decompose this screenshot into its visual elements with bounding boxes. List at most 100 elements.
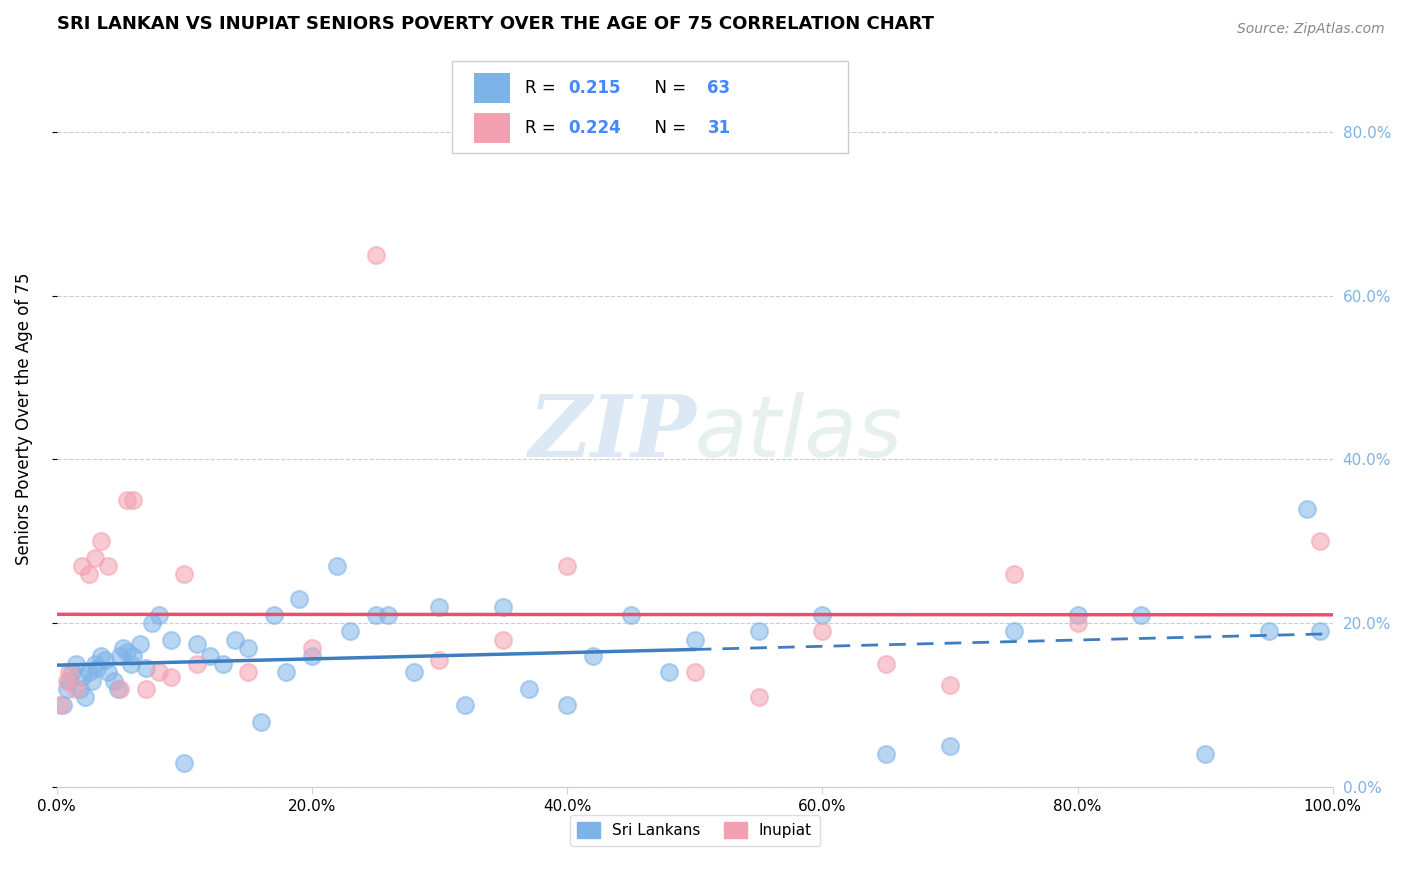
Text: ZIP: ZIP	[529, 392, 696, 475]
Point	[77, 665, 100, 680]
Point	[60, 665, 83, 680]
Point	[492, 599, 515, 614]
Point	[186, 657, 208, 672]
Text: N =: N =	[644, 79, 690, 97]
Point	[875, 747, 897, 762]
Point	[83, 550, 105, 565]
Point	[1296, 501, 1319, 516]
Point	[1002, 624, 1025, 639]
Point	[1309, 534, 1331, 549]
Point	[115, 645, 138, 659]
Point	[94, 653, 117, 667]
Point	[58, 673, 80, 688]
Point	[454, 698, 477, 713]
Point	[555, 698, 578, 713]
Point	[97, 558, 120, 573]
Point	[49, 698, 72, 713]
Point	[364, 247, 387, 261]
Point	[939, 678, 962, 692]
Point	[122, 493, 145, 508]
Point	[115, 493, 138, 508]
Point	[69, 681, 91, 696]
Point	[683, 632, 706, 647]
Point	[301, 648, 323, 663]
Point	[103, 673, 125, 688]
Text: 63: 63	[707, 79, 731, 97]
Point	[135, 681, 157, 696]
Point	[160, 669, 183, 683]
Point	[1130, 608, 1153, 623]
Point	[107, 681, 129, 696]
Point	[747, 690, 769, 704]
Point	[97, 665, 120, 680]
Point	[1258, 624, 1281, 639]
Text: Source: ZipAtlas.com: Source: ZipAtlas.com	[1237, 22, 1385, 37]
Point	[492, 632, 515, 647]
Point	[73, 690, 96, 704]
Point	[658, 665, 681, 680]
Point	[1066, 616, 1088, 631]
Point	[52, 698, 75, 713]
Point	[135, 661, 157, 675]
Point	[148, 665, 170, 680]
Point	[70, 669, 93, 683]
Point	[683, 665, 706, 680]
Point	[263, 608, 285, 623]
Point	[198, 648, 221, 663]
Point	[339, 624, 361, 639]
Point	[429, 653, 451, 667]
Point	[581, 648, 603, 663]
Point	[186, 637, 208, 651]
Point	[301, 640, 323, 655]
Y-axis label: Seniors Poverty Over the Age of 75: Seniors Poverty Over the Age of 75	[15, 272, 32, 565]
FancyBboxPatch shape	[453, 61, 848, 153]
FancyBboxPatch shape	[474, 73, 509, 103]
Point	[1194, 747, 1216, 762]
Point	[86, 661, 108, 675]
Point	[1002, 567, 1025, 582]
Point	[555, 558, 578, 573]
Point	[939, 739, 962, 754]
Point	[56, 673, 79, 688]
Point	[65, 681, 87, 696]
Point	[364, 608, 387, 623]
Point	[77, 567, 100, 582]
Point	[236, 665, 259, 680]
Text: 0.224: 0.224	[568, 120, 621, 137]
Point	[747, 624, 769, 639]
Point	[122, 648, 145, 663]
Point	[83, 657, 105, 672]
Point	[70, 558, 93, 573]
Point	[402, 665, 425, 680]
Point	[82, 673, 104, 688]
Text: 0.215: 0.215	[568, 79, 621, 97]
Point	[111, 640, 134, 655]
Legend: Sri Lankans, Inupiat: Sri Lankans, Inupiat	[569, 814, 820, 846]
Text: R =: R =	[524, 120, 561, 137]
Point	[110, 648, 132, 663]
Point	[90, 534, 112, 549]
Point	[224, 632, 246, 647]
FancyBboxPatch shape	[474, 113, 509, 143]
Point	[326, 558, 349, 573]
Point	[1066, 608, 1088, 623]
Point	[811, 624, 834, 639]
Point	[58, 665, 80, 680]
Point	[120, 657, 142, 672]
Point	[160, 632, 183, 647]
Point	[56, 681, 79, 696]
Point	[90, 648, 112, 663]
Point	[236, 640, 259, 655]
Point	[148, 608, 170, 623]
Point	[249, 714, 271, 729]
Point	[173, 567, 195, 582]
Point	[620, 608, 643, 623]
Text: SRI LANKAN VS INUPIAT SENIORS POVERTY OVER THE AGE OF 75 CORRELATION CHART: SRI LANKAN VS INUPIAT SENIORS POVERTY OV…	[56, 15, 934, 33]
Point	[141, 616, 163, 631]
Point	[429, 599, 451, 614]
Text: atlas: atlas	[695, 392, 903, 475]
Point	[875, 657, 897, 672]
Point	[173, 756, 195, 770]
Point	[288, 591, 311, 606]
Point	[276, 665, 298, 680]
